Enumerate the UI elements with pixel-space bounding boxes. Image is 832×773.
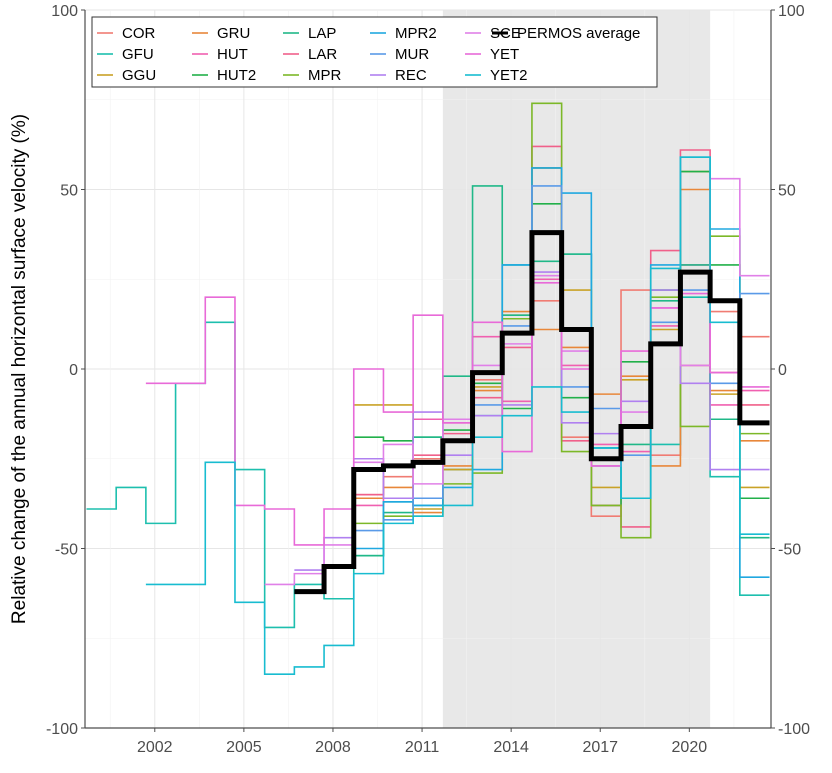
legend-item: MPR2: [370, 25, 437, 42]
y-tick-label-right: -50: [778, 542, 801, 559]
legend-label: GRU: [217, 25, 250, 42]
legend-label: GFU: [122, 46, 154, 63]
legend-label: HUT: [217, 46, 248, 63]
legend-label: COR: [122, 25, 156, 42]
legend-label: LAR: [308, 46, 337, 63]
legend-label: MUR: [395, 46, 429, 63]
x-tick-label: 2017: [582, 739, 618, 756]
legend-label: REC: [395, 67, 427, 84]
y-tick-label: 0: [69, 362, 78, 379]
legend-item: HUT: [192, 46, 248, 63]
x-tick-label: 2020: [672, 739, 708, 756]
y-tick-label: -100: [46, 721, 78, 738]
legend-label: MPR: [308, 67, 342, 84]
legend-label: PERMOS average: [517, 25, 640, 42]
series-line-yet2: [145, 156, 770, 675]
legend-item: YET: [465, 46, 519, 63]
legend-item: GFU: [97, 46, 154, 63]
legend-item: LAP: [283, 25, 336, 42]
axes: -100 -100 -50 -50 0 0 50 50 100 100 2002 2005 2008 20…: [46, 3, 810, 756]
legend-item: MPR: [283, 67, 342, 84]
y-tick-label: 50: [60, 183, 78, 200]
legend-item: LAR: [283, 46, 337, 63]
legend-label: YET: [490, 46, 519, 63]
legend-item: REC: [370, 67, 427, 84]
legend-item: YET2: [465, 67, 528, 84]
y-tick-label: 100: [51, 3, 78, 20]
legend-item: COR: [97, 25, 156, 42]
gridlines: [85, 9, 771, 729]
legend-label: GGU: [122, 67, 156, 84]
legend-label: LAP: [308, 25, 336, 42]
x-tick-label: 2014: [493, 739, 529, 756]
x-tick-label: 2002: [137, 739, 173, 756]
legend-item: GRU: [192, 25, 250, 42]
legend-label: HUT2: [217, 67, 256, 84]
y-tick-label-right: 100: [778, 3, 805, 20]
y-tick-label-right: 50: [778, 183, 796, 200]
series-line-permos-average: [294, 230, 770, 595]
y-tick-label: -50: [55, 542, 78, 559]
x-tick-label: 2008: [315, 739, 351, 756]
x-tick-label: 2011: [405, 739, 440, 756]
series-lines: [86, 102, 770, 675]
legend-item: HUT2: [192, 67, 256, 84]
y-axis-label: Relative change of the annual horizontal…: [9, 114, 30, 624]
x-tick-label: 2005: [226, 739, 262, 756]
legend-item: MUR: [370, 46, 429, 63]
legend-item: PERMOS average: [492, 25, 640, 42]
legend: CORGFUGGUGRUHUTHUT2LAPLARMPRMPR2MURRECSC…: [91, 16, 658, 88]
legend-label: YET2: [490, 67, 528, 84]
y-tick-label-right: 0: [778, 362, 787, 379]
y-tick-label-right: -100: [778, 721, 810, 738]
legend-item: GGU: [97, 67, 156, 84]
legend-label: MPR2: [395, 25, 437, 42]
